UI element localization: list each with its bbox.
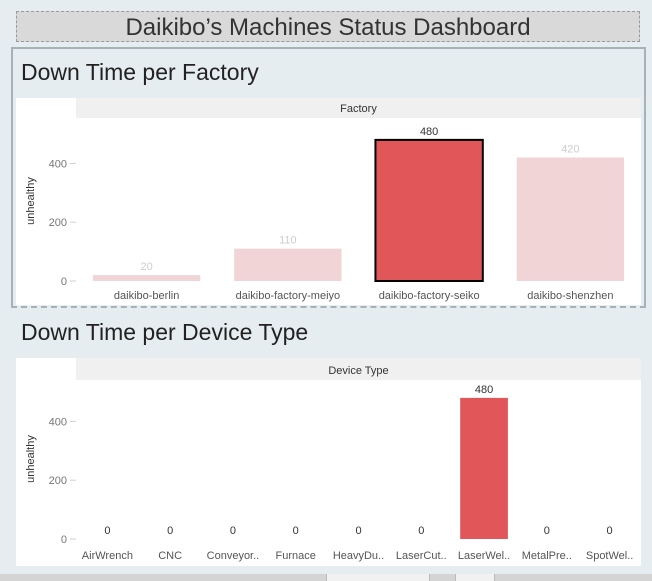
y-tick-label: 200 <box>49 475 67 487</box>
data-label-2: 0 <box>230 525 236 537</box>
data-label-6: 480 <box>475 384 493 396</box>
dashboard-title: Daikibo’s Machines Status Dashboard <box>16 11 640 42</box>
y-tick-label: 200 <box>49 217 67 229</box>
data-label-0: 0 <box>104 525 110 537</box>
bar-0 <box>92 275 201 281</box>
chart-header-label: Factory <box>340 103 377 115</box>
data-label-8: 0 <box>607 525 613 537</box>
sheet-tab[interactable] <box>326 574 430 581</box>
data-label-0: 20 <box>141 261 153 273</box>
data-label-7: 0 <box>544 525 550 537</box>
data-label-1: 110 <box>279 235 297 247</box>
chart-header-label: Device Type <box>328 365 388 377</box>
x-category-label-7: MetalPre.. <box>522 550 572 562</box>
y-tick-label: 0 <box>61 534 67 546</box>
y-tick-label: 400 <box>49 158 67 170</box>
x-category-label-2: daikibo-factory-seiko <box>379 290 480 302</box>
data-label-3: 0 <box>293 525 299 537</box>
x-category-label-5: LaserCut.. <box>396 550 447 562</box>
data-label-4: 0 <box>355 525 361 537</box>
y-axis-label: unhealthy <box>25 435 37 483</box>
y-tick-label: 400 <box>49 416 67 428</box>
factory-bar-chart[interactable]: Factory 0 200 400 unhealthy 20 daikibo-berlin 1… <box>16 98 641 305</box>
x-category-label-1: CNC <box>158 550 182 562</box>
factory-chart-title: Down Time per Factory <box>21 59 259 85</box>
bar-1 <box>234 248 342 281</box>
device-chart-panel[interactable]: Device Type 0 200 400 unhealthy 0 AirWrench 0 CN… <box>16 358 641 566</box>
x-category-label-1: daikibo-factory-meiyo <box>236 290 341 302</box>
x-category-label-0: daikibo-berlin <box>114 290 179 302</box>
factory-chart-panel[interactable]: Factory 0 200 400 unhealthy 20 daikibo-berlin 1… <box>16 98 641 305</box>
y-tick-label: 0 <box>61 276 67 288</box>
bar-3 <box>516 157 625 281</box>
plot-area <box>76 380 641 539</box>
data-label-1: 0 <box>167 525 173 537</box>
chart-header-band <box>76 358 641 380</box>
device-type-bar-chart[interactable]: Device Type 0 200 400 unhealthy 0 AirWrench 0 CN… <box>16 358 641 566</box>
x-category-label-6: LaserWel.. <box>458 550 510 562</box>
x-category-label-4: HeavyDu.. <box>333 550 384 562</box>
x-category-label-3: Furnace <box>276 550 316 562</box>
selected-panel-frame <box>11 47 646 308</box>
y-axis-label: unhealthy <box>25 177 37 225</box>
data-label-2: 480 <box>420 126 438 138</box>
x-category-label-8: SpotWel.. <box>586 550 634 562</box>
device-chart-title: Down Time per Device Type <box>21 319 309 345</box>
x-category-label-0: AirWrench <box>82 550 133 562</box>
sheet-tab[interactable] <box>455 574 495 581</box>
bar-2 <box>374 138 484 282</box>
chart-header-band <box>76 98 641 118</box>
x-category-label-3: daikibo-shenzhen <box>527 290 613 302</box>
data-label-3: 420 <box>561 144 579 156</box>
bar-6 <box>460 397 508 539</box>
data-label-5: 0 <box>418 525 424 537</box>
x-category-label-2: Conveyor.. <box>207 550 260 562</box>
